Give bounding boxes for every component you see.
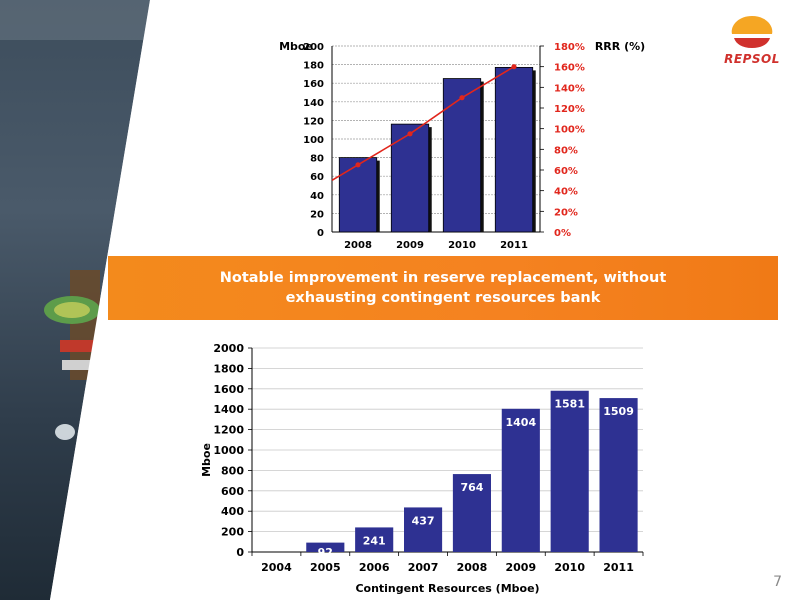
y2-tick-label: 120% [554, 104, 585, 115]
x-tick-label: 2009 [396, 240, 424, 251]
x-tick-label: 2010 [554, 561, 585, 574]
y-tick-label: 1800 [213, 362, 244, 375]
page-number: 7 [773, 574, 782, 590]
y-tick-label: 2000 [213, 342, 244, 355]
x-tick-label: 2005 [310, 561, 341, 574]
y-tick-label: 200 [303, 42, 324, 53]
y-tick-label: 1400 [213, 403, 244, 416]
banner-line-2: exhausting contingent resources bank [285, 290, 601, 306]
bar [404, 507, 443, 552]
y-tick-label: 100 [303, 135, 324, 146]
y-tick-label: 1600 [213, 383, 244, 396]
bar [306, 542, 345, 552]
y2-tick-label: 80% [554, 145, 578, 156]
y-tick-label: 120 [303, 116, 324, 127]
bar [494, 66, 534, 233]
y-tick-label: 160 [303, 79, 324, 90]
bar-value-label: 1509 [603, 405, 634, 418]
x-tick-label: 2011 [500, 240, 528, 251]
bar-value-label: 437 [412, 514, 435, 527]
x-tick-label: 2006 [359, 561, 390, 574]
y-tick-label: 20 [310, 209, 324, 220]
y2-tick-label: 60% [554, 166, 578, 177]
rrr-point [355, 162, 361, 168]
repsol-logo [731, 16, 773, 48]
headline-banner: Notable improvement in reserve replaceme… [108, 256, 778, 320]
bar [390, 123, 430, 233]
bar [355, 527, 394, 552]
y-axis-label: Mboe [200, 443, 213, 477]
repsol-logo-text: REPSOL [724, 52, 780, 66]
y2-tick-label: 180% [554, 42, 585, 53]
bar [501, 408, 540, 552]
y2-tick-label: 140% [554, 83, 585, 94]
y-tick-label: 0 [317, 228, 324, 239]
rrr-point [407, 131, 413, 137]
x-tick-label: 2008 [344, 240, 372, 251]
y-tick-label: 180 [303, 61, 324, 72]
y-tick-label: 80 [310, 154, 324, 165]
bar-value-label: 1581 [554, 398, 585, 411]
bar-value-label: 764 [460, 481, 483, 494]
y2-tick-label: 0% [554, 228, 571, 239]
y-tick-label: 0 [236, 546, 244, 559]
reserves-rrr-chart: Mboe RRR (%) 0 20 40 60 80 100 120 140 160 180 200 0%… [279, 40, 645, 251]
bar-value-label: 241 [363, 534, 386, 547]
left-axis-label: Mboe [279, 40, 313, 53]
y-tick-label: 800 [221, 464, 244, 477]
y2-tick-label: 100% [554, 125, 585, 136]
x-tick-label: 2004 [261, 561, 292, 574]
y2-tick-label: 160% [554, 63, 585, 74]
right-axis-label: RRR (%) [595, 40, 645, 53]
bar [452, 474, 491, 552]
rrr-point [511, 64, 517, 70]
x-axis-label: Contingent Resources (Mboe) [355, 582, 539, 595]
y2-tick-label: 40% [554, 187, 578, 198]
x-tick-label: 2010 [448, 240, 476, 251]
contingent-resources-chart: 0 200 400 600 800 1000 1200 1400 1600 1800 2000 200… [200, 342, 644, 595]
banner-line-1: Notable improvement in reserve replaceme… [219, 270, 667, 286]
y-tick-label: 400 [221, 505, 244, 518]
y-tick-label: 1200 [213, 424, 244, 437]
x-tick-label: 2007 [408, 561, 439, 574]
bar-value-label: 92 [318, 546, 333, 559]
y2-tick-label: 20% [554, 207, 578, 218]
bar [442, 78, 482, 233]
y-tick-label: 1000 [213, 444, 244, 457]
y-tick-label: 600 [221, 485, 244, 498]
y-tick-label: 40 [310, 191, 324, 202]
rrr-point [459, 95, 465, 101]
bar-value-label: 1404 [506, 416, 537, 429]
bar [550, 390, 589, 552]
x-tick-label: 2009 [506, 561, 537, 574]
y-tick-label: 200 [221, 526, 244, 539]
x-tick-label: 2008 [457, 561, 488, 574]
y-tick-label: 60 [310, 172, 324, 183]
bar [599, 398, 638, 552]
y-tick-label: 140 [303, 98, 324, 109]
bar [338, 157, 378, 233]
x-tick-label: 2011 [603, 561, 634, 574]
